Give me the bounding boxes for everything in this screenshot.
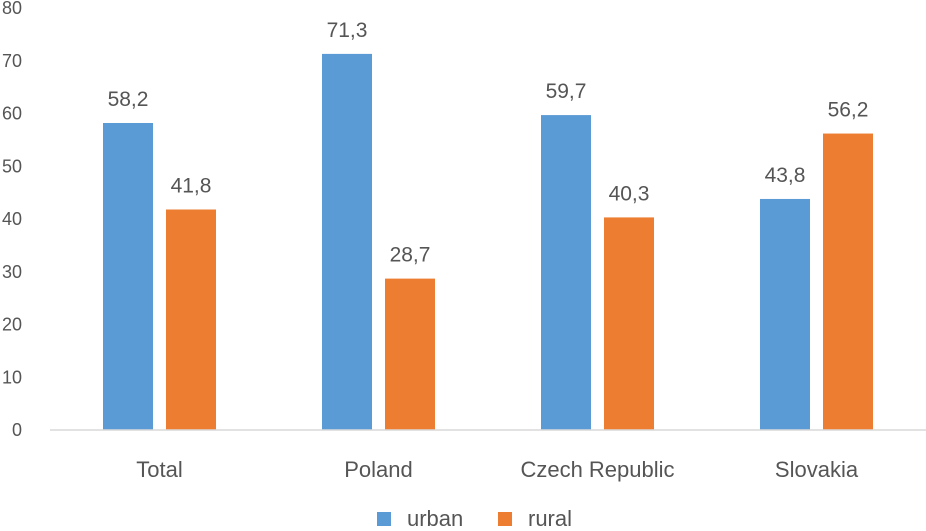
bar-rural (385, 278, 435, 430)
x-category-label: Poland (344, 457, 413, 482)
bar-urban (760, 198, 810, 430)
y-tick-label: 40 (2, 209, 22, 229)
x-category-label: Czech Republic (520, 457, 674, 482)
data-label-urban: 58,2 (108, 88, 149, 111)
y-tick-label: 20 (2, 315, 22, 335)
bar-rural (823, 133, 873, 431)
legend-label-urban: urban (407, 506, 463, 531)
legend-label-rural: rural (528, 506, 572, 531)
legend-swatch-urban (377, 512, 391, 526)
bar-urban (541, 115, 591, 431)
bar-rural (604, 217, 654, 430)
y-tick-label: 30 (2, 262, 22, 282)
bar-rural (166, 209, 216, 430)
data-label-urban: 59,7 (546, 80, 587, 103)
data-label-urban: 71,3 (327, 19, 368, 42)
data-label-rural: 41,8 (171, 175, 212, 198)
y-tick-label: 60 (2, 104, 22, 124)
x-axis: Total Poland Czech Republic Slovakia (136, 457, 859, 482)
y-tick-label: 0 (12, 420, 22, 440)
y-tick-label: 80 (2, 0, 22, 18)
x-category-label: Slovakia (775, 457, 859, 482)
legend: urban rural (377, 506, 572, 531)
y-tick-label: 50 (2, 156, 22, 176)
y-tick-label: 10 (2, 367, 22, 387)
data-label-rural: 28,7 (390, 244, 431, 267)
data-label-rural: 40,3 (609, 182, 650, 205)
bars: 58,2 41,8 71,3 28,7 59,7 40,3 43,8 56,2 (103, 19, 873, 431)
y-tick-label: 70 (2, 51, 22, 71)
x-category-label: Total (136, 457, 182, 482)
data-label-urban: 43,8 (765, 164, 806, 187)
data-label-rural: 56,2 (828, 99, 869, 122)
y-axis: 0 10 20 30 40 50 60 70 80 (2, 0, 22, 440)
bar-urban (103, 122, 153, 431)
legend-swatch-rural (498, 512, 512, 526)
bar-urban (322, 53, 372, 431)
